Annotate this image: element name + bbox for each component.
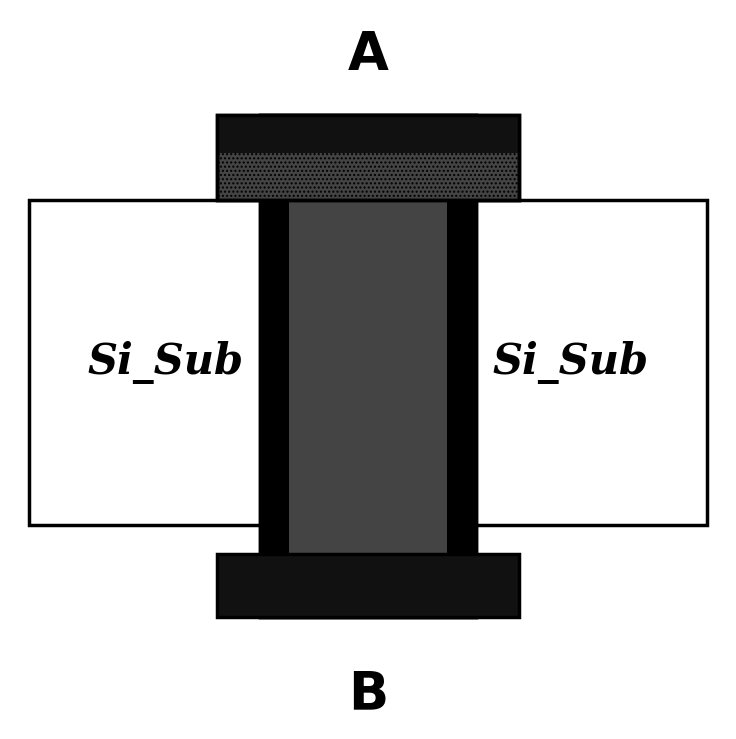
Text: B: B (348, 669, 388, 721)
Text: Si_Sub: Si_Sub (492, 341, 648, 384)
Bar (289, 115, 447, 617)
Bar (217, 115, 519, 200)
Bar (260, 115, 476, 617)
Bar (29, 200, 302, 525)
Bar (271, 115, 289, 617)
Bar (217, 554, 519, 617)
Bar (260, 115, 476, 617)
Bar (447, 115, 465, 617)
Text: Si_Sub: Si_Sub (88, 341, 244, 384)
Bar (434, 200, 707, 525)
Bar (217, 115, 519, 200)
Bar (217, 115, 519, 153)
Text: A: A (347, 30, 389, 81)
